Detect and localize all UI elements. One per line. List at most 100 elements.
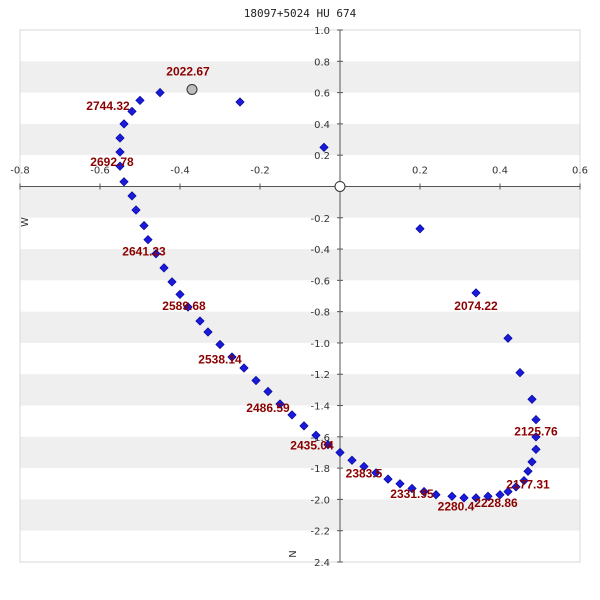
grid-band [20, 342, 580, 375]
y-ticks: 1.0 0.8 0.6 0.4 0.2 -0.2 -0.4 -0.6 -0.8 -1.0 -1.2 -… [310, 26, 343, 569]
data-point [419, 486, 429, 497]
grid-bands [20, 30, 580, 562]
data-point [527, 457, 537, 467]
data-point [167, 277, 177, 287]
data-point [143, 235, 153, 245]
data-point [503, 333, 513, 343]
y-axis-letter: N [288, 550, 299, 557]
x-tick-label: -0.4 [170, 165, 190, 176]
epoch-labels: 2022.67 2744.32 2692.78 2641.23 2589.68 2538.… [86, 64, 558, 513]
data-point [299, 421, 309, 431]
y-tick-label: -1.6 [310, 433, 330, 444]
x-tick-label: 0.2 [412, 165, 428, 176]
y-tick-label: 1.0 [314, 26, 330, 37]
data-point [135, 95, 145, 106]
x-tick-label: 0.6 [572, 165, 588, 176]
data-point [531, 432, 541, 442]
data-point [347, 455, 357, 465]
data-point [115, 147, 125, 157]
data-point [395, 479, 405, 489]
data-point [371, 468, 381, 478]
epoch-label: 2744.32 [86, 99, 130, 113]
data-point [139, 220, 149, 231]
data-point [227, 352, 237, 362]
reference-markers [186, 83, 346, 192]
data-point [415, 224, 425, 234]
y-tick-label: 0.2 [314, 151, 330, 162]
data-point [127, 191, 137, 201]
epoch-label: 2280.4 [438, 499, 475, 513]
y-tick-label: -1.0 [310, 339, 330, 350]
data-point [519, 476, 529, 486]
epoch-label: 2435.04 [290, 438, 334, 452]
data-point [159, 263, 169, 273]
epoch-label: 2022.67 [166, 64, 210, 78]
y-tick-label: -0.4 [310, 245, 330, 256]
data-point [235, 97, 245, 107]
epoch-label: 2074.22 [454, 299, 498, 313]
data-point [447, 491, 457, 501]
data-point [215, 339, 225, 350]
grid-band [20, 217, 580, 250]
grid-band [20, 30, 580, 62]
data-point [319, 142, 329, 152]
x-ticks: -0.8 -0.6 -0.4 -0.2 0.2 0.4 0.6 [10, 165, 588, 190]
data-point [127, 106, 137, 116]
epoch-label: 2589.68 [162, 299, 206, 313]
y-tick-label: -0.2 [310, 214, 330, 225]
data-point [195, 316, 205, 326]
grid-band [20, 123, 580, 156]
data-point [155, 87, 165, 98]
epoch-label: 2383.5 [346, 467, 383, 481]
data-point [515, 368, 525, 378]
x-tick-label: -0.6 [90, 165, 110, 176]
epoch-label: 2486.59 [246, 401, 290, 415]
x-tick-label: -0.8 [10, 165, 30, 176]
data-point [459, 493, 469, 503]
grid-band [20, 530, 580, 562]
data-point [503, 486, 513, 497]
data-point [239, 363, 249, 373]
data-point [115, 161, 125, 171]
y-tick-label: 2.4 [314, 558, 330, 569]
grid-band [20, 374, 580, 406]
y-tick-label: -1.4 [310, 402, 330, 413]
data-point [335, 447, 345, 458]
y-tick-label: 0.6 [314, 89, 330, 100]
data-point [431, 490, 441, 500]
data-point [523, 466, 533, 476]
data-point [115, 133, 125, 143]
data-point [287, 410, 297, 420]
data-point [251, 375, 261, 386]
epoch-label: 2538.14 [198, 352, 242, 366]
data-point [359, 461, 369, 472]
y-tick-label: -2.2 [310, 527, 330, 538]
data-point [531, 444, 541, 454]
data-point [483, 491, 493, 501]
plot-frame [19, 29, 581, 563]
data-point [323, 440, 333, 450]
data-point [311, 430, 321, 440]
x-tick-label: -0.2 [250, 165, 270, 176]
data-point [511, 482, 521, 492]
data-point [203, 327, 213, 337]
grid-band [20, 92, 580, 124]
y-tick-label: -1.8 [310, 464, 330, 475]
data-point [151, 249, 161, 259]
epoch-label: 2125.76 [514, 424, 558, 438]
reference-point [186, 83, 198, 95]
data-point [527, 394, 537, 404]
grid-band [20, 436, 580, 469]
origin-marker [334, 180, 346, 192]
grid-band [20, 61, 580, 93]
epoch-label: 2177.31 [506, 477, 550, 491]
data-point [175, 289, 185, 300]
epoch-label: 2692.78 [90, 155, 134, 169]
y-tick-label: -2.0 [310, 495, 330, 506]
epoch-label: 2228.86 [474, 496, 518, 510]
data-point [119, 119, 129, 129]
chart-title: 18097+5024 HU 674 [244, 7, 357, 20]
data-point [275, 399, 285, 409]
x-axis-letter: W [20, 217, 31, 227]
